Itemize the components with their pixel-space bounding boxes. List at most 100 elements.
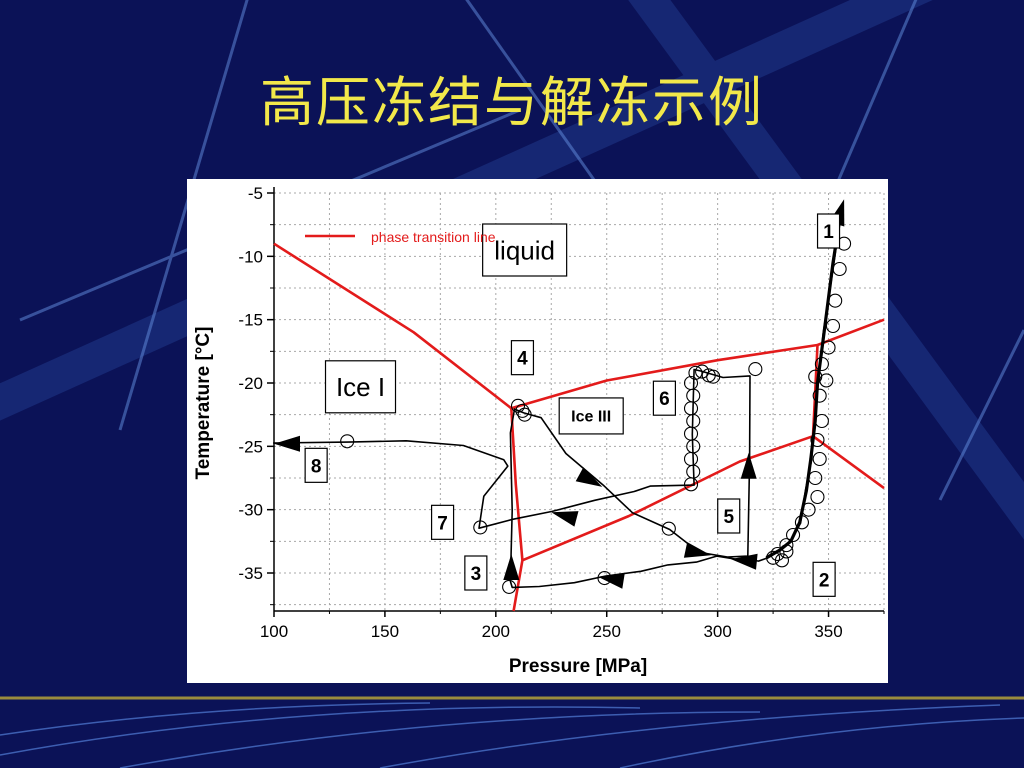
path-marker [683,451,699,467]
step-label-text: 7 [437,513,448,534]
process-path-compression [765,205,844,560]
y-tick-label: -35 [238,564,263,583]
phase-label: Ice III [558,397,624,435]
path-marker [819,373,834,388]
path-marker [794,515,809,530]
x-tick-label: 250 [593,622,621,641]
path-marker [812,451,827,467]
step-label-2: 2 [812,561,836,597]
step-label-1: 1 [816,213,841,249]
y-tick-label: -30 [238,501,263,520]
x-tick-label: 100 [260,622,288,641]
phase-labels: liquid Ice I Ice III [324,223,624,435]
step-label-box [510,340,535,376]
x-axis-label: Pressure [MPa] [509,656,647,677]
x-tick-label: 150 [371,622,399,641]
phase-label-box [558,397,624,435]
phase-label-box [482,223,568,277]
arrow-head [730,553,758,570]
x-tick-label: 200 [482,622,510,641]
step-label-text: 1 [823,222,834,243]
step-label-text: 3 [471,564,482,585]
chart-panel: 100 150 200 250 300 350 -5 -10 -15 -20 -25 -30 -35 l… [187,179,888,683]
path-marker [766,550,781,565]
path-marker [814,413,829,429]
step-label-3: 3 [464,555,488,591]
step-label-text: 2 [819,570,830,591]
arrow-head [683,542,711,558]
path-marker [683,401,699,416]
phase-label: liquid [482,223,568,277]
path-marker [748,362,763,377]
path-marker [786,527,801,543]
phase-line [510,318,885,410]
arrow-head [503,554,520,580]
y-axis-label: Temperature [°C] [193,327,214,480]
step-label-box [816,213,841,249]
step-label-4: 4 [510,340,535,376]
path-marker [473,520,488,535]
path-marker [814,356,829,372]
path-marker [688,365,703,380]
step-label-box [717,498,741,534]
path-marker [340,434,355,449]
arrow-head [597,573,625,589]
path-arrows [274,199,845,589]
step-label-box [430,504,455,540]
phase-line [510,408,524,612]
path-marker [517,407,532,422]
x-tick-label: 300 [703,622,731,641]
path-marker [825,318,841,334]
step-label-5: 5 [717,498,741,534]
path-marker [808,470,823,486]
phase-label-text: Ice III [571,409,611,426]
path-marker [801,502,816,517]
x-tick-label: 350 [814,622,842,641]
step-label-box [652,380,676,416]
phase-line [521,434,885,562]
step-label-text: 8 [311,456,322,477]
phase-diagram-chart: 100 150 200 250 300 350 -5 -10 -15 -20 -25 -30 -35 l… [193,184,885,677]
path-marker [686,413,701,429]
step-label-6: 6 [652,380,676,416]
step-label-box [812,561,836,597]
path-marker [686,439,701,454]
path-marker [779,544,794,559]
step-label-box [304,447,328,483]
path-marker [683,426,699,441]
step-label-text: 5 [723,507,734,528]
path-marker [510,398,526,413]
y-tick-label: -5 [248,184,263,203]
arrow-head [274,435,300,452]
path-markers [340,236,852,594]
path-marker [661,521,676,536]
axis-ticks: 100 150 200 250 300 350 -5 -10 -15 -20 -25 -30 -35 [238,184,885,641]
phase-line [273,242,513,410]
path-marker [686,464,701,479]
phase-label: Ice I [324,360,397,414]
step-label-7: 7 [430,504,455,540]
step-label-8: 8 [304,447,328,483]
path-marker [832,261,847,277]
legend: phase transition line [305,229,496,245]
step-labels: 1 2 3 4 5 6 7 8 [304,213,841,597]
path-marker [686,388,701,403]
arrow-head [551,511,579,527]
step-label-text: 6 [659,389,670,410]
phase-label-text: liquid [494,235,555,265]
y-tick-label: -15 [238,311,263,330]
step-label-text: 4 [517,349,528,370]
arrow-head [740,452,757,479]
phase-label-box [324,360,397,414]
arrow-head [575,467,603,487]
path-marker [515,403,530,418]
path-marker [821,340,836,355]
path-marker [502,579,517,594]
y-tick-label: -20 [238,374,263,393]
legend-label: phase transition line [371,229,496,245]
path-marker [812,388,827,403]
phase-label-text: Ice I [336,372,385,402]
path-marker [828,293,843,308]
path-marker [779,538,794,553]
y-tick-label: -25 [238,437,263,456]
